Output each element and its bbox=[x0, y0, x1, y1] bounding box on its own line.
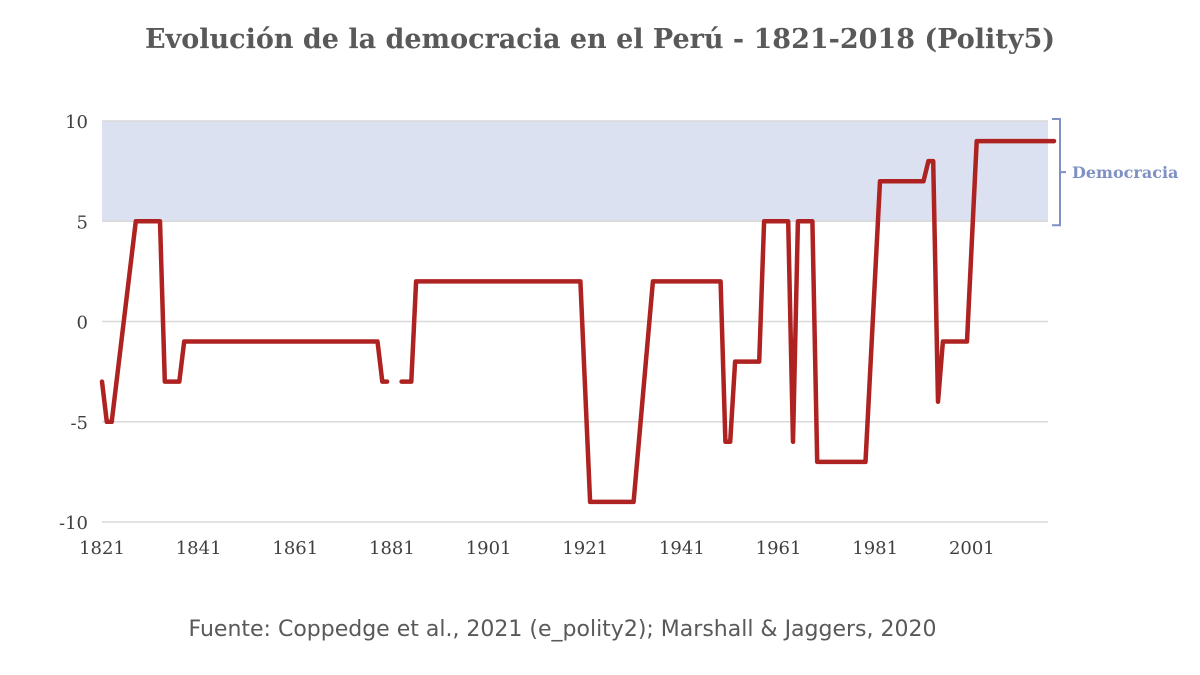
polity-series-segment-2 bbox=[399, 138, 1057, 505]
x-tick-label: 1861 bbox=[272, 538, 318, 559]
y-tick-label: 5 bbox=[77, 212, 88, 233]
y-tick-label: 10 bbox=[65, 112, 88, 133]
chart-title: Evolución de la democracia en el Perú - … bbox=[144, 24, 1056, 55]
polity-series-segment-1 bbox=[99, 219, 390, 425]
y-tick-label: -10 bbox=[59, 513, 88, 534]
x-tick-label: 1841 bbox=[176, 538, 222, 559]
source-note: Fuente: Coppedge et al., 2021 (e_polity2… bbox=[188, 617, 937, 642]
x-tick-label: 1981 bbox=[852, 538, 898, 559]
x-tick-label: 1881 bbox=[369, 538, 415, 559]
x-tick-label: 1961 bbox=[756, 538, 802, 559]
democracy-band bbox=[102, 121, 1048, 222]
x-tick-label: 1941 bbox=[659, 538, 705, 559]
y-tick-label: 0 bbox=[77, 313, 88, 334]
x-tick-label: 1901 bbox=[466, 538, 512, 559]
band-label: Democracia bbox=[1072, 163, 1178, 182]
line-chart: 10 5 0 -5 -10 1821 1841 1861 1881 1901 1921 1941 196… bbox=[59, 112, 1178, 559]
y-tick-label: -5 bbox=[70, 413, 88, 434]
x-tick-label: 1921 bbox=[562, 538, 608, 559]
x-tick-label: 1821 bbox=[79, 538, 125, 559]
band-bracket bbox=[1052, 118, 1066, 227]
x-tick-label: 2001 bbox=[949, 538, 995, 559]
